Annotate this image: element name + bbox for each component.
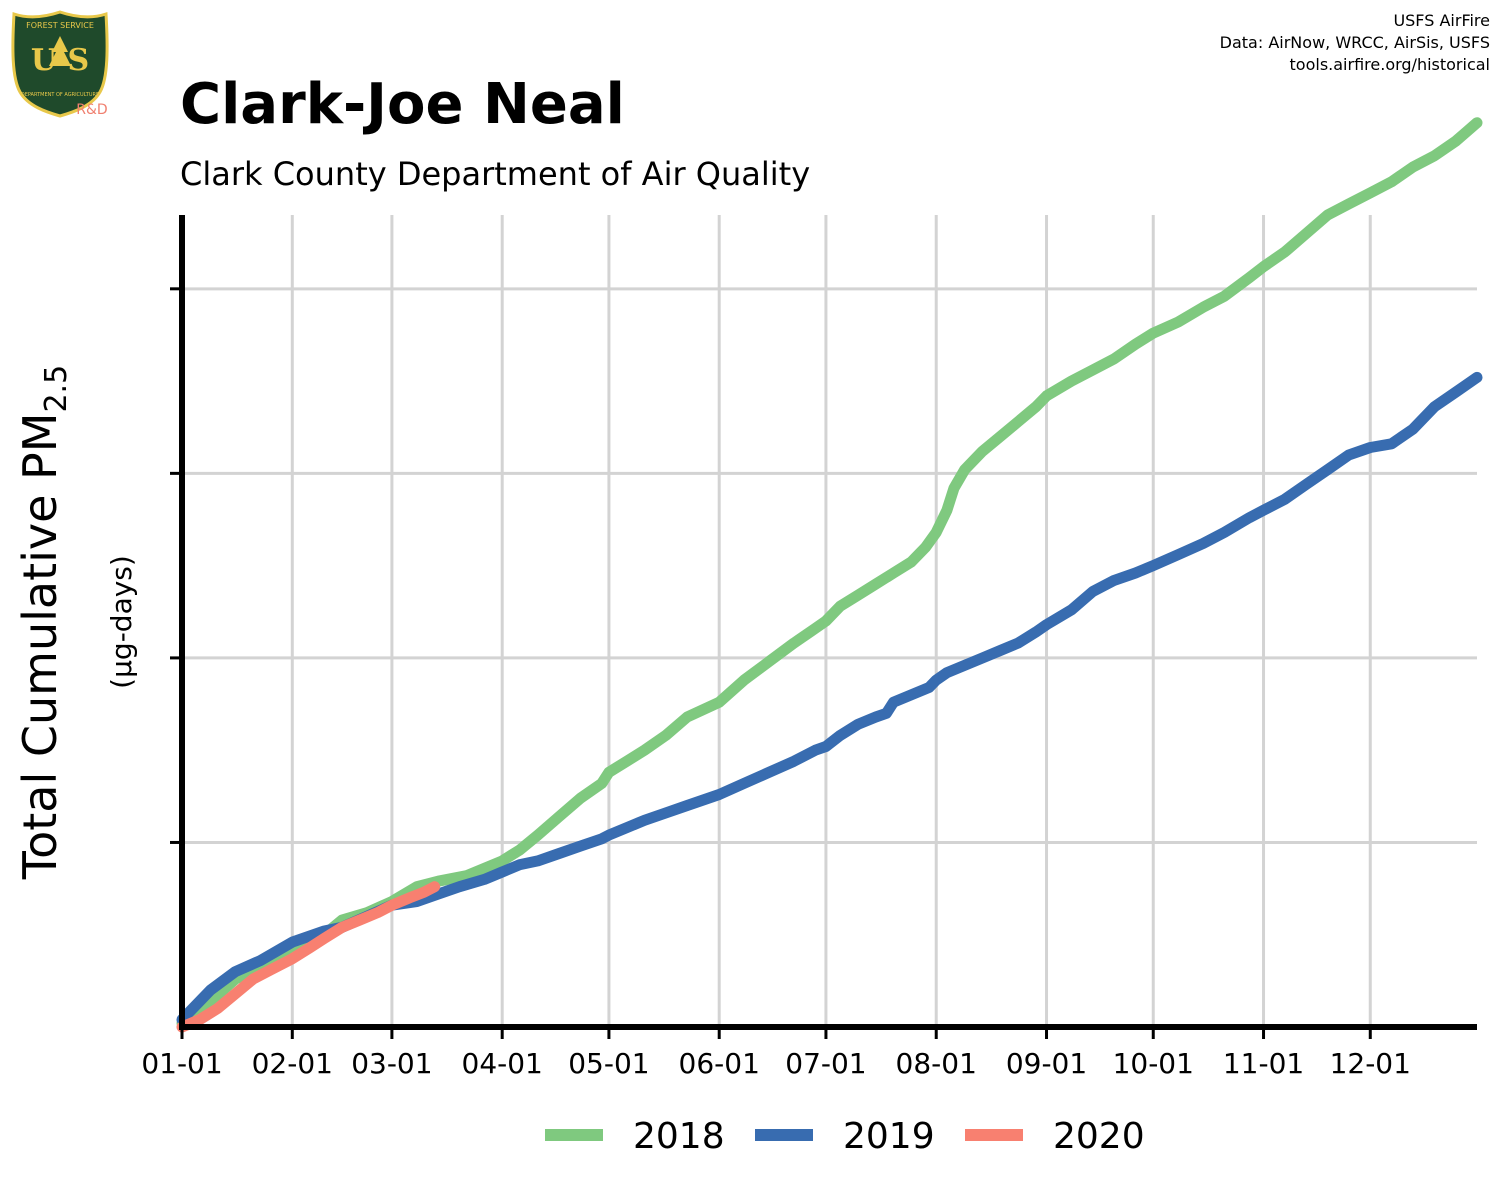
x-tick-label: 01-01 xyxy=(141,1047,222,1080)
y-axis-label-main: Total Cumulative PM xyxy=(13,413,67,881)
x-tick-label: 05-01 xyxy=(568,1047,649,1080)
y-ticks xyxy=(170,287,182,844)
y-axis-label: Total Cumulative PM2.5 xyxy=(13,365,74,880)
series-lines xyxy=(176,117,1483,1033)
credits-block: USFS AirFire Data: AirNow, WRCC, AirSis,… xyxy=(1220,10,1490,76)
logo-text-bottom: DEPARTMENT OF AGRICULTURE xyxy=(21,92,99,98)
usda-forest-service-logo: FOREST SERVICE U S DEPARTMENT OF AGRICUL… xyxy=(11,10,109,118)
x-tick-label: 07-01 xyxy=(785,1047,866,1080)
y-axis-units: (µg-days) xyxy=(105,555,138,689)
x-ticks: 01-01 02-01 03-01 04-01 05-01 06-01 07-01 08-01… xyxy=(141,1027,1411,1080)
legend-label-2019: 2019 xyxy=(843,1116,935,1157)
series-line-2020 xyxy=(176,881,441,1033)
x-tick-label: 11-01 xyxy=(1223,1047,1304,1080)
x-tick-label: 02-01 xyxy=(252,1047,333,1080)
legend: 2018 2019 2020 xyxy=(545,1116,1145,1157)
x-tick-label: 08-01 xyxy=(896,1047,977,1080)
grid-lines xyxy=(182,215,1477,1027)
logo-text-rd: R&D xyxy=(76,102,107,118)
logo-text-top: FOREST SERVICE xyxy=(26,21,94,30)
chart-title: Clark-Joe Neal xyxy=(180,72,625,137)
x-tick-label: 06-01 xyxy=(679,1047,760,1080)
series-line-2019 xyxy=(176,371,1483,1026)
x-tick-label: 12-01 xyxy=(1330,1047,1411,1080)
x-tick-label: 04-01 xyxy=(462,1047,543,1080)
credits-line: tools.airfire.org/historical xyxy=(1289,55,1490,74)
series-line-2018 xyxy=(176,117,1483,1029)
x-tick-label: 03-01 xyxy=(351,1047,432,1080)
credits-line: USFS AirFire xyxy=(1393,11,1490,30)
axes xyxy=(179,215,1477,1030)
chart-subtitle: Clark County Department of Air Quality xyxy=(180,155,811,193)
x-tick-label: 10-01 xyxy=(1113,1047,1194,1080)
credits-line: Data: AirNow, WRCC, AirSis, USFS xyxy=(1219,33,1490,52)
y-axis-label-subscript: 2.5 xyxy=(39,365,74,413)
x-tick-label: 09-01 xyxy=(1006,1047,1087,1080)
legend-label-2018: 2018 xyxy=(633,1116,725,1157)
legend-label-2020: 2020 xyxy=(1053,1116,1145,1157)
logo-tree xyxy=(49,36,71,66)
